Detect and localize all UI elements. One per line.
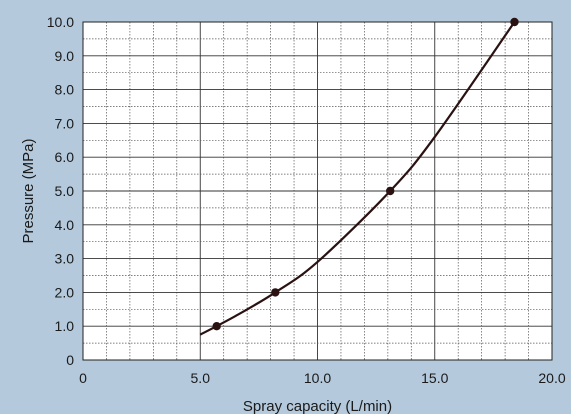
y-tick-label: 1.0 — [55, 318, 75, 334]
data-point — [212, 322, 221, 331]
x-tick-label: 0 — [79, 370, 87, 386]
data-point — [271, 288, 280, 297]
y-tick-label: 5.0 — [55, 183, 75, 199]
y-tick-label: 0 — [66, 352, 74, 368]
data-point — [510, 17, 519, 27]
data-point — [385, 186, 395, 196]
y-tick-label: 6.0 — [55, 149, 75, 165]
y-tick-label: 2.0 — [55, 284, 75, 300]
x-axis-title: Spray capacity (L/min) — [243, 398, 392, 414]
y-tick-label: 7.0 — [55, 115, 75, 131]
x-tick-label: 20.0 — [538, 370, 565, 386]
grid — [83, 22, 552, 360]
y-tick-label: 3.0 — [55, 251, 75, 267]
x-tick-label: 5.0 — [191, 370, 211, 386]
series — [199, 17, 519, 336]
y-tick-label: 8.0 — [55, 82, 75, 98]
series-line — [199, 21, 516, 336]
x-tick-label: 15.0 — [421, 370, 448, 386]
y-tick-label: 10.0 — [47, 14, 74, 30]
y-tick-label: 4.0 — [55, 217, 75, 233]
axes — [82, 21, 553, 361]
x-tick-label: 10.0 — [304, 370, 331, 386]
y-axis-title: Pressure (MPa) — [20, 138, 37, 243]
tick-labels: 0 5.0 10.0 15.0 20.0 0 1.0 2.0 3.0 4.0 5.0 6.0 7.0 8.… — [47, 14, 566, 386]
y-tick-label: 9.0 — [55, 48, 75, 64]
plot-frame — [82, 21, 553, 361]
